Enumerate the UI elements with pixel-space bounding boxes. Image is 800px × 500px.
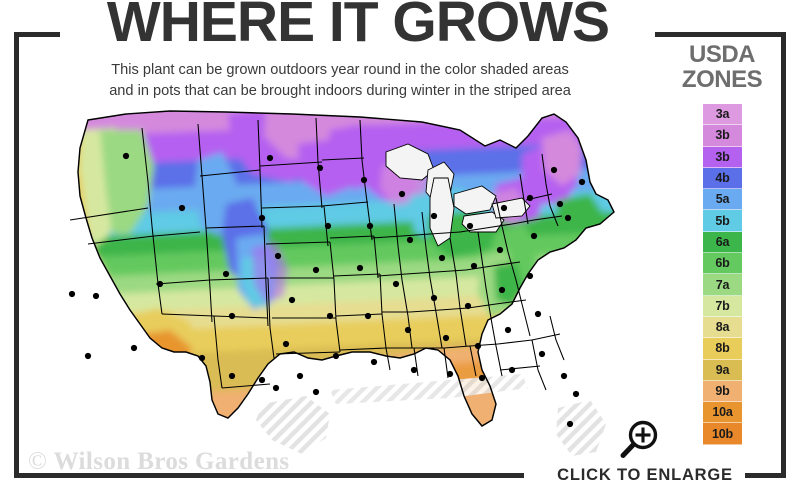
legend-swatch-9b-13: 9b — [703, 380, 742, 403]
legend-swatch-label: 7b — [715, 298, 730, 313]
legend-swatch-4b-3: 4b — [703, 167, 742, 190]
page-title: WHERE IT GROWS — [106, 0, 610, 54]
legend-swatch-3b-2: 3b — [703, 146, 742, 168]
copyright-symbol: © — [28, 448, 48, 475]
legend-swatch-label: 8a — [715, 320, 730, 335]
striped-region-south-florida — [556, 400, 606, 456]
legend-swatch-label: 5a — [715, 192, 730, 207]
striped-region-south-texas — [256, 396, 330, 454]
legend-swatch-5b-5: 5b — [703, 210, 742, 232]
frame-border-top-right — [655, 32, 786, 37]
legend-swatch-7b-9: 7b — [703, 295, 742, 317]
legend-swatch-label: 6a — [715, 234, 730, 249]
usda-zone-legend: 3a 3b 3b 4b 5a 5b 6a 6b 7a 7b 8a 8b 9a 9b 10a 10b — [703, 104, 742, 445]
usda-zone-map[interactable] — [30, 108, 650, 458]
legend-swatch-9a-12: 9a — [703, 359, 742, 381]
legend-swatch-3b-1: 3b — [703, 125, 742, 147]
frame-border-bottom-left — [14, 473, 524, 478]
legend-swatch-6b-7: 6b — [703, 253, 742, 275]
magnifier-svg — [620, 420, 658, 458]
legend-swatch-label: 5b — [715, 213, 730, 228]
usa-map-svg — [68, 110, 615, 456]
legend-heading-line-1: USDA — [688, 41, 756, 68]
subtitle-line-2: and in pots that can be brought indoors … — [109, 82, 571, 99]
legend-swatch-label: 8b — [715, 341, 730, 356]
legend-swatch-label: 3a — [715, 107, 730, 122]
subtitle-line-1: This plant can be grown outdoors year ro… — [111, 62, 569, 78]
legend-swatch-10b-15: 10b — [703, 423, 742, 445]
legend-swatch-label: 10b — [712, 426, 733, 441]
striped-regions-layer — [256, 374, 606, 456]
zone-shading-layer — [78, 111, 614, 426]
legend-swatch-10a-14: 10a — [703, 402, 742, 424]
legend-swatch-7a-8: 7a — [703, 274, 742, 296]
legend-swatch-label: 7a — [715, 277, 730, 292]
great-lakes-layer — [385, 143, 531, 247]
legend-swatch-label: 4b — [715, 171, 730, 186]
frame-border-left — [14, 32, 19, 478]
legend-swatch-label: 3b — [715, 128, 730, 143]
legend-swatch-label: 10a — [712, 405, 733, 420]
legend-swatch-label: 9a — [715, 362, 730, 377]
frame-border-top-left — [14, 32, 60, 37]
watermark: © Wilson Bros Gardens — [28, 448, 290, 476]
legend-swatch-3a-0: 3a — [703, 104, 742, 126]
click-to-enlarge-label[interactable]: CLICK TO ENLARGE — [557, 466, 733, 484]
frame-border-right — [781, 32, 786, 478]
legend-swatch-5a-4: 5a — [703, 189, 742, 211]
striped-region-gulf-coast — [330, 374, 528, 404]
watermark-text: Wilson Bros Gardens — [53, 448, 290, 475]
legend-swatch-label: 6b — [715, 256, 730, 271]
legend-swatch-8b-11: 8b — [703, 338, 742, 360]
frame-border-bottom-right — [745, 473, 786, 478]
us-outline — [77, 110, 615, 427]
city-markers — [68, 152, 586, 428]
legend-heading-line-2: ZONES — [681, 66, 763, 94]
magnifier-plus-icon[interactable] — [617, 418, 661, 462]
legend-heading: USDA ZONES — [664, 42, 780, 93]
legend-swatch-label: 9b — [715, 384, 730, 398]
legend-swatch-6a-6: 6a — [703, 231, 742, 254]
subtitle-text: This plant can be grown outdoors year ro… — [30, 60, 650, 101]
legend-swatch-8a-10: 8a — [703, 316, 742, 339]
legend-swatch-label: 3b — [715, 149, 730, 164]
